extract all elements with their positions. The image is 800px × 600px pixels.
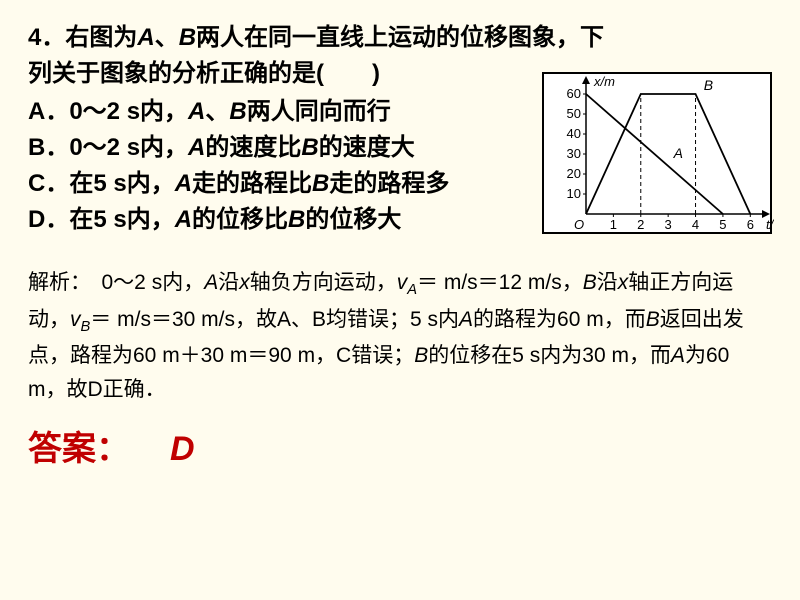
q-text2: 两人在同一直线上运动的位移图象，下: [196, 24, 604, 51]
svg-text:A: A: [673, 145, 683, 161]
q-number: 4．: [28, 24, 65, 51]
chart-svg: 10 20 30 40 50 60 1 2 3 4 5 6 x/m t/O A B: [544, 74, 774, 236]
q-B: B: [179, 24, 196, 51]
displacement-chart: 10 20 30 40 50 60 1 2 3 4 5 6 x/m t/O A B: [542, 72, 772, 234]
svg-text:60: 60: [567, 86, 581, 101]
svg-text:5: 5: [719, 217, 726, 232]
svg-text:40: 40: [567, 126, 581, 141]
svg-text:x/m: x/m: [593, 74, 615, 89]
q-A: A: [137, 24, 154, 51]
svg-text:1: 1: [610, 217, 617, 232]
question-line1: 4．右图为A、B两人在同一直线上运动的位移图象，下: [28, 20, 772, 56]
svg-text:6: 6: [747, 217, 754, 232]
answer-label: 答案：: [28, 430, 130, 468]
svg-text:B: B: [704, 77, 713, 93]
answer-line: 答案： D: [28, 421, 772, 470]
svg-text:O: O: [574, 217, 584, 232]
q-text1: 右图为: [65, 24, 137, 51]
svg-text:30: 30: [567, 146, 581, 161]
svg-text:10: 10: [567, 186, 581, 201]
svg-text:3: 3: [665, 217, 672, 232]
svg-text:4: 4: [692, 217, 699, 232]
svg-text:50: 50: [567, 106, 581, 121]
svg-text:t/: t/: [766, 217, 774, 232]
svg-text:2: 2: [637, 217, 644, 232]
explanation: 解析： 0～2 s内，A沿x轴负方向运动，vA＝ m/s＝12 m/s，B沿x轴…: [28, 266, 772, 407]
svg-text:20: 20: [567, 166, 581, 181]
answer-value: D: [170, 430, 195, 468]
q-sep: 、: [155, 24, 179, 51]
